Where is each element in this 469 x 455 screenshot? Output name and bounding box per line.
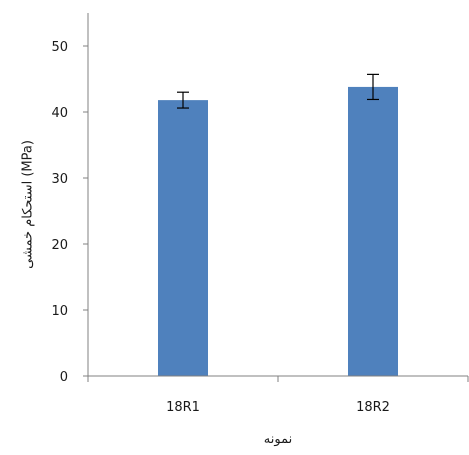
y-tick-label: 50 [51, 40, 68, 55]
y-axis-ticks: 0 10 20 30 40 50 [51, 40, 88, 385]
y-tick-label: 30 [51, 172, 68, 187]
bar-18R1 [158, 100, 208, 377]
bars [158, 86, 398, 377]
y-tick-label: 40 [51, 106, 68, 121]
x-category-label: 18R2 [356, 400, 390, 415]
bar-18R2 [348, 86, 398, 377]
x-category-label: 18R1 [166, 400, 200, 415]
error-bars [177, 73, 379, 109]
y-tick-label: 0 [60, 370, 68, 385]
x-axis-ticks: 18R1 18R2 [87, 376, 469, 415]
x-axis-title: نمونه [264, 432, 292, 447]
y-tick-label: 20 [51, 238, 68, 253]
y-axis-title: استحکام خمشی (MPa) [21, 140, 36, 269]
y-tick-label: 10 [51, 304, 68, 319]
